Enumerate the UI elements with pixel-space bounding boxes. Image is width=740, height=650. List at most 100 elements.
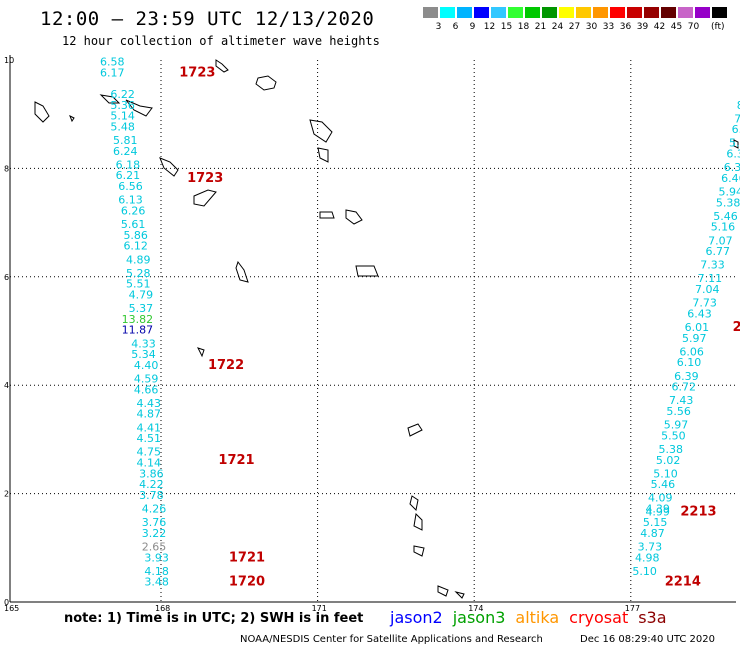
wave-height-value: 6.83 — [732, 123, 740, 136]
colorbar-swatch — [507, 6, 524, 19]
colorbar-swatch — [626, 6, 643, 19]
pass-time-label: 2213 — [680, 504, 716, 519]
wave-height-value: 6.06 — [679, 345, 704, 358]
time-labels: 1723 1723 1722 1721 1721 1720 2212 2213 2214 — [179, 65, 740, 589]
pass-time-label: 2212 — [733, 320, 740, 335]
colorbar-label: 9 — [469, 22, 476, 32]
wave-height-value: 4.33 — [131, 337, 156, 350]
wave-height-value: 5.39 — [729, 137, 740, 150]
wave-height-value: 4.87 — [640, 527, 665, 540]
wave-height-value: 6.30 — [726, 148, 740, 161]
wave-height-value: 6.46 — [721, 172, 740, 185]
wave-height-value: 6.58 — [100, 55, 125, 68]
map-subtitle: 12 hour collection of altimeter wave hei… — [62, 34, 380, 48]
wave-height-value: 5.86 — [123, 229, 148, 242]
island-outline — [413, 512, 423, 531]
island-outline — [437, 585, 449, 597]
colorbar-swatch — [541, 6, 558, 19]
colorbar-swatch — [592, 6, 609, 19]
lat-tick-label: 2 — [4, 490, 9, 499]
satellite-legend-jason2: jason2 — [390, 608, 443, 627]
wave-height-value: 6.43 — [687, 307, 712, 320]
note-text: note: 1) Time is in UTC; 2) SWH is in fe… — [64, 611, 364, 626]
island-outline — [317, 147, 329, 163]
lon-tick-label: 174 — [468, 604, 483, 613]
colorbar-labels: 3 6 9 12 15 18 21 24 27 30 33 36 39 42 45 70 — [422, 22, 702, 32]
wave-height-value: 4.59 — [134, 372, 159, 385]
lat-tick-label: 4 — [4, 381, 9, 390]
wave-height-value: 5.28 — [126, 267, 151, 280]
wave-height-value: 8.00 — [737, 99, 740, 112]
altimeter-tracks: 6.586.17 6.225.365.145.485.816.246.186.21… — [100, 55, 740, 588]
wave-height-value: 5.56 — [666, 405, 691, 418]
colorbar-label: 12 — [483, 22, 496, 32]
colorbar-label: 30 — [585, 22, 598, 32]
island-outline — [69, 114, 75, 123]
island-outline — [733, 139, 739, 149]
wave-height-value: 6.56 — [118, 180, 143, 193]
island-outlines — [34, 59, 739, 599]
island-outline — [309, 119, 333, 143]
lat-tick-label: 6 — [4, 273, 9, 282]
island-outline — [319, 211, 335, 219]
colorbar-swatch — [422, 6, 439, 19]
island-outline — [99, 94, 121, 104]
wave-height-value: 5.34 — [131, 348, 156, 361]
colorbar-label: 27 — [568, 22, 581, 32]
lat-tick-label: 10 — [4, 56, 14, 65]
satellite-legend-cryosat: cryosat — [569, 608, 629, 627]
wave-height-value: 6.21 — [116, 169, 141, 182]
wave-height-value: 5.37 — [129, 302, 154, 315]
colorbar-label: 36 — [619, 22, 632, 32]
wave-height-value: 3.76 — [142, 516, 167, 529]
satellite-legend-jason3: jason3 — [452, 608, 506, 627]
colorbar-label: 18 — [517, 22, 530, 32]
lon-tick-label: 165 — [4, 604, 19, 613]
island-outline — [407, 423, 423, 437]
colorbar-swatch — [694, 6, 711, 19]
wave-height-value: 3.86 — [139, 467, 164, 480]
wave-height-value: 5.51 — [126, 278, 151, 291]
wave-height-value: 4.75 — [137, 446, 162, 459]
pass-time-label: 1723 — [179, 65, 215, 80]
wave-height-value: 6.10 — [677, 356, 702, 369]
colorbar-swatch — [609, 6, 626, 19]
island-outline — [409, 495, 419, 512]
island-outline — [413, 545, 425, 557]
colorbar — [422, 6, 728, 19]
colorbar-label: 15 — [500, 22, 513, 32]
pass-time-label: 1723 — [187, 171, 223, 186]
wave-height-value: 3.73 — [638, 541, 663, 554]
lon-tick-label: 177 — [625, 604, 640, 613]
satellite-legend: jason2 jason3 altika cryosat s3a — [390, 608, 667, 627]
wave-height-value: 5.81 — [113, 134, 138, 147]
island-outline — [215, 59, 229, 73]
wave-height-value: 5.36 — [110, 99, 135, 112]
wave-height-value: 3.78 — [139, 489, 164, 502]
wave-height-value: 4.22 — [139, 478, 164, 491]
wave-height-value: 5.97 — [664, 419, 689, 432]
colorbar-unit: (ft) — [711, 22, 725, 32]
wave-height-value: 5.16 — [711, 221, 736, 234]
colorbar-label: 24 — [551, 22, 564, 32]
wave-height-value: 5.61 — [121, 218, 146, 231]
wave-height-value: 4.40 — [134, 359, 159, 372]
map-title: 12:00 — 23:59 UTC 12/13/2020 — [40, 8, 375, 30]
island-outline — [197, 347, 205, 358]
colorbar-label: 3 — [435, 22, 442, 32]
wave-height-value: 5.46 — [713, 210, 738, 223]
footer-credit: NOAA/NESDIS Center for Satellite Applica… — [240, 634, 543, 645]
wave-height-value: 6.24 — [113, 145, 138, 158]
wave-height-value: 7.33 — [700, 259, 725, 272]
wave-height-value: 6.26 — [121, 204, 146, 217]
island-outline — [454, 591, 465, 599]
wave-height-value: 5.48 — [110, 120, 135, 133]
wave-height-value: 7.11 — [698, 272, 723, 285]
wave-height-value: 4.99 — [645, 505, 670, 518]
satellite-legend-altika: altika — [515, 608, 560, 627]
wave-height-value: 7.98 — [734, 112, 740, 125]
wave-height-value: 6.17 — [100, 66, 125, 79]
wave-height-value: 3.93 — [144, 551, 169, 564]
wave-height-value: 4.41 — [137, 421, 162, 434]
